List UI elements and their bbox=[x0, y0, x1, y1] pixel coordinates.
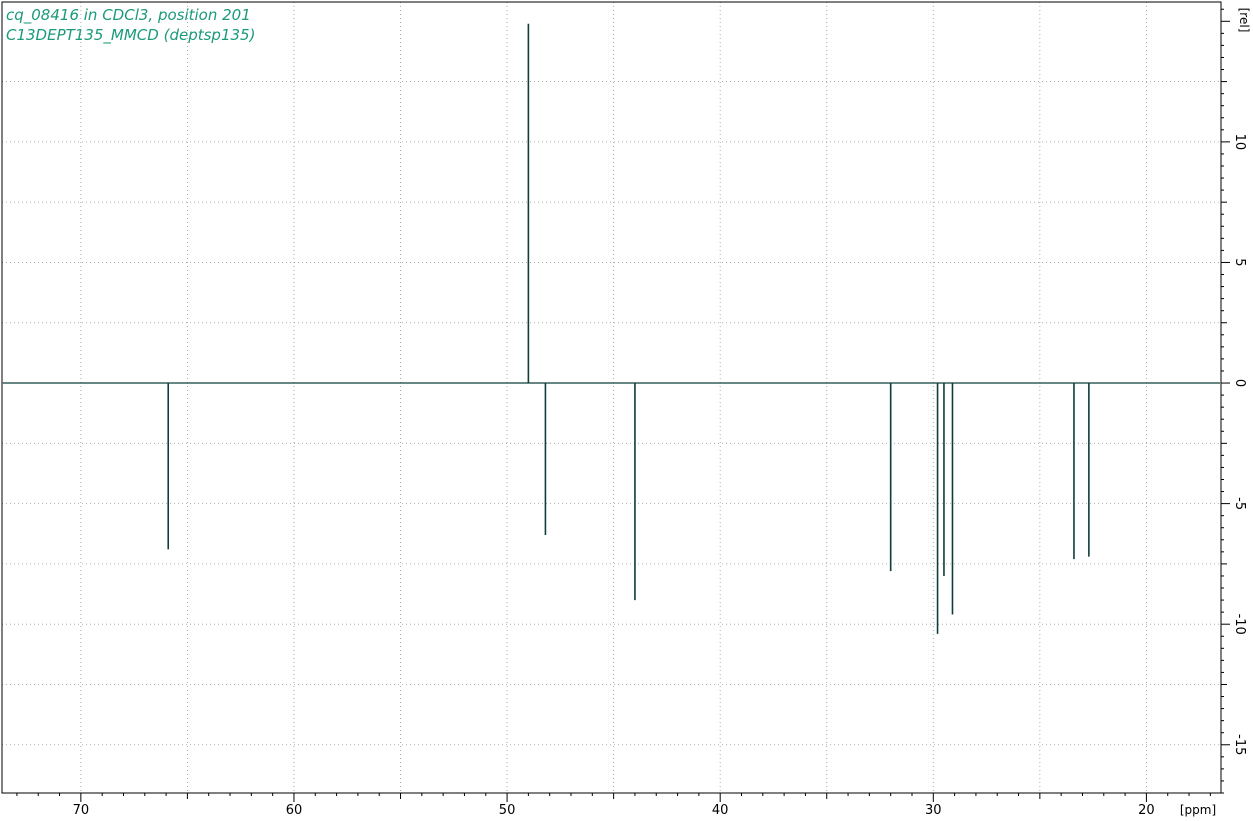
y-tick-label: -15 bbox=[1232, 734, 1247, 755]
spectrum-title-line-2: C13DEPT135_MMCD (deptsp135) bbox=[6, 26, 256, 44]
y-axis-label: [rel] bbox=[1237, 8, 1251, 33]
x-tick-label: 30 bbox=[925, 803, 942, 818]
x-tick-label: 60 bbox=[286, 803, 303, 818]
x-tick-label: 20 bbox=[1138, 803, 1155, 818]
y-axis: -15 -10 -5 0 5 10 bbox=[1221, 8, 1247, 794]
y-tick-label: 0 bbox=[1232, 379, 1247, 387]
grid-layer bbox=[2, 2, 1221, 793]
peak-layer bbox=[167, 23, 1090, 634]
x-axis: 70 60 50 40 30 20 bbox=[16, 793, 1211, 818]
spectrum-title-line-1: cq_08416 in CDCl3, position 201 bbox=[6, 6, 251, 24]
x-tick-label: 40 bbox=[712, 803, 729, 818]
x-tick-label: 70 bbox=[73, 803, 90, 818]
y-tick-label: 10 bbox=[1232, 134, 1247, 151]
y-tick-label: -5 bbox=[1232, 497, 1247, 510]
y-tick-label: -10 bbox=[1232, 614, 1247, 635]
plot-frame bbox=[1, 1, 1222, 794]
x-tick-label: 50 bbox=[499, 803, 516, 818]
y-tick-label: 5 bbox=[1232, 258, 1247, 266]
x-axis-label: [ppm] bbox=[1180, 803, 1216, 817]
